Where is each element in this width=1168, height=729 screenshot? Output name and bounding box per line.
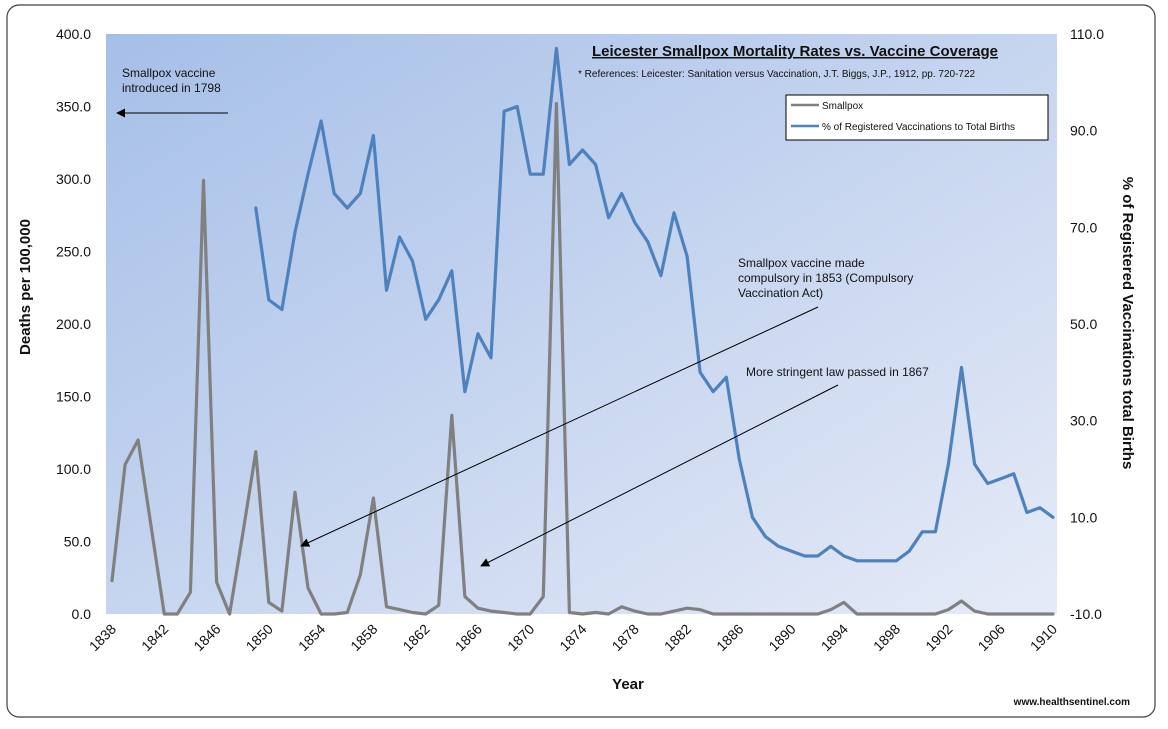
y-left-tick-label: 100.0 <box>56 461 91 477</box>
y-right-tick-label: 30.0 <box>1070 413 1097 429</box>
y-left-tick-label: 200.0 <box>56 316 91 332</box>
y-right-tick-label: 90.0 <box>1070 123 1097 139</box>
y-right-tick-label: -10.0 <box>1070 606 1102 622</box>
series-line-smallpox <box>110 102 1055 616</box>
y-left-tick-label: 150.0 <box>56 389 91 405</box>
legend: Smallpox % of Registered Vaccinations to… <box>785 94 1049 141</box>
annotation-stringent-1867: More stringent law passed in 1867 <box>480 365 929 567</box>
series-line-vaccination <box>254 46 1055 563</box>
y-left-tick-label: 50.0 <box>64 534 91 550</box>
y-right-tick-label: 50.0 <box>1070 316 1097 332</box>
annotation-vaccine-introduced: Smallpox vaccine introduced in 1798 <box>116 66 228 118</box>
chart-subtitle: * References: Leicester: Sanitation vers… <box>578 69 976 80</box>
y-left-tick-label: 0.0 <box>72 606 92 622</box>
annotation-text-line: Smallpox vaccine <box>122 66 216 80</box>
y-right-tick-label: 70.0 <box>1070 219 1097 235</box>
legend-box <box>785 94 1049 141</box>
y-axis-left-title: Deaths per 100,000 <box>17 219 34 355</box>
legend-entry-vaccination: % of Registered Vaccinations to Total Bi… <box>822 122 1015 133</box>
annotation-text-line: compulsory in 1853 (Compulsory <box>738 271 913 285</box>
annotation-text-line: Vaccination Act) <box>738 286 823 300</box>
annotation-compulsory-1853: Smallpox vaccine made compulsory in 1853… <box>300 256 913 547</box>
annotation-arrow <box>480 384 839 567</box>
y-axis-right-title: % of Registered Vaccinations total Birth… <box>1119 177 1136 470</box>
y-left-tick-label: 350.0 <box>56 99 91 115</box>
credit-text: www.healthsentinel.com <box>1013 697 1130 708</box>
y-right-tick-label: 110.0 <box>1070 26 1104 42</box>
annotation-text-line: More stringent law passed in 1867 <box>746 365 929 379</box>
y-left-tick-label: 250.0 <box>56 244 91 260</box>
annotation-text-line: Smallpox vaccine made <box>738 256 865 270</box>
legend-entry-smallpox: Smallpox <box>822 101 863 112</box>
y-right-tick-label: 10.0 <box>1070 509 1097 525</box>
series-lines <box>110 46 1055 616</box>
annotation-text-line: introduced in 1798 <box>122 81 221 95</box>
x-axis-title: Year <box>612 676 644 693</box>
chart-title: Leicester Smallpox Mortality Rates vs. V… <box>592 43 998 60</box>
y-left-tick-label: 400.0 <box>56 26 91 42</box>
y-left-tick-label: 300.0 <box>56 171 91 187</box>
annotation-arrow <box>300 306 819 547</box>
